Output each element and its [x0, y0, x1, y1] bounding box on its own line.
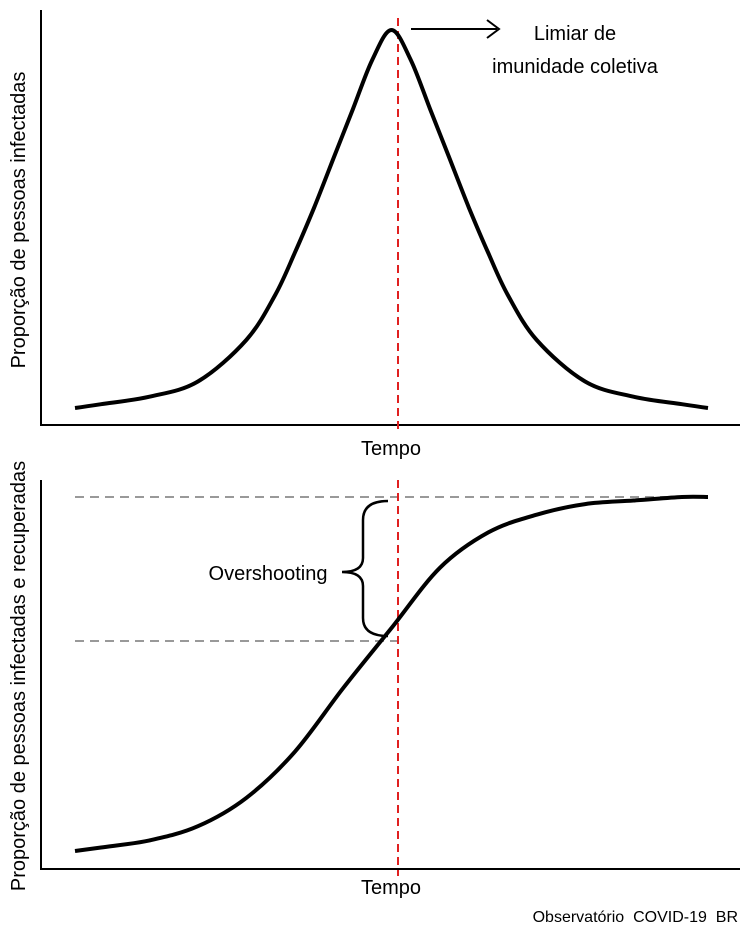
chart-bottom: Overshooting Tempo Proporção de pessoas …: [8, 461, 740, 899]
annotation-line1: Limiar de: [534, 23, 616, 45]
footer-credit: Observatório COVID-19 BR: [533, 909, 738, 926]
threshold-arrow-head: [486, 19, 501, 39]
bottom-x-axis-label: Tempo: [361, 877, 421, 899]
overshooting-brace: [341, 499, 389, 638]
annotation-line2: imunidade coletiva: [492, 56, 659, 78]
chart-top: Limiar de imunidade coletiva Tempo Propo…: [8, 10, 740, 460]
bottom-cumulative-curve: [74, 494, 709, 853]
overshooting-label: Overshooting: [209, 563, 328, 585]
top-infected-curve: [74, 28, 709, 410]
top-x-axis-label: Tempo: [361, 438, 421, 460]
bottom-y-axis-label: Proporção de pessoas infectadas e recupe…: [8, 461, 30, 891]
top-y-axis-label: Proporção de pessoas infectadas: [8, 72, 30, 369]
